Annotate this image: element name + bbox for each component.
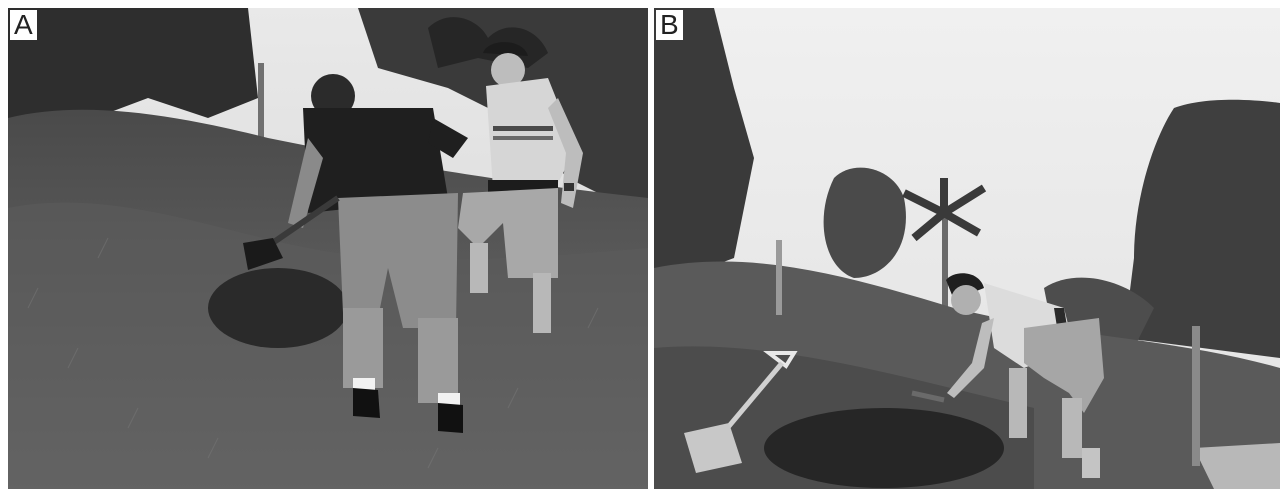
photo-b-image — [654, 8, 1280, 489]
shovel — [684, 351, 798, 473]
man-digging — [243, 74, 468, 433]
man-digging-b — [911, 273, 1104, 478]
panel-label-a: A — [10, 10, 37, 40]
man-standing — [458, 42, 583, 333]
photo-panel-b: B — [654, 8, 1280, 489]
panel-label-b: B — [656, 10, 683, 40]
photo-panel-a: A — [8, 8, 648, 489]
photo-a-image — [8, 8, 648, 489]
